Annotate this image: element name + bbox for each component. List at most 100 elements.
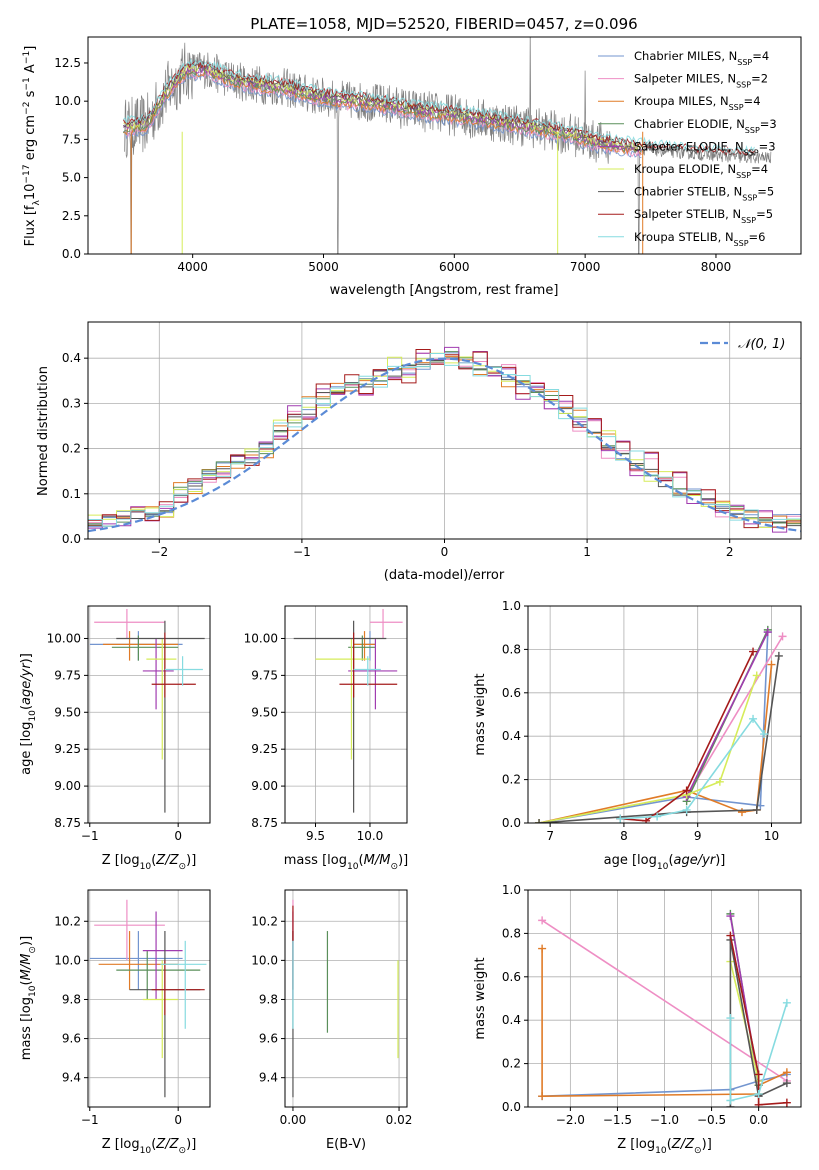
plot-area bbox=[88, 322, 801, 539]
x-tick-label: 6000 bbox=[439, 260, 470, 274]
x-tick-label: 7 bbox=[546, 829, 554, 843]
point-marker-salpeter-stelib bbox=[726, 931, 735, 940]
point-marker-chabrier-stelib bbox=[752, 805, 761, 814]
legend-label: 𝒩(0, 1) bbox=[738, 337, 785, 352]
y-tick-label: 1.0 bbox=[502, 599, 521, 613]
y-tick-label: 10.0 bbox=[54, 94, 81, 108]
x-tick-label: 0.02 bbox=[386, 1113, 413, 1127]
legend-label: Chabrier MILES, NSSP=4 bbox=[634, 49, 769, 67]
legend-label: Chabrier ELODIE, NSSP=3 bbox=[634, 117, 777, 135]
legend-label: Salpeter ELODIE, NSSP=3 bbox=[634, 139, 776, 157]
series-line-salpeter-stelib bbox=[729, 935, 787, 1106]
y-tick-label: 0.8 bbox=[502, 926, 521, 940]
mass-weight-vs-Z-panel: −2.0 −1.5 −1.0 −0.5 0.0 0.0 0.2 0.4 0.6 0.8 1.0 bbox=[502, 883, 802, 1127]
y-tick-label: 9.8 bbox=[62, 992, 81, 1006]
point-marker-kroupa-miles bbox=[782, 1068, 791, 1077]
legend-label: Chabrier STELIB, NSSP=5 bbox=[634, 185, 774, 203]
y-tick-label: 1.0 bbox=[502, 883, 521, 897]
y-tick-label: 9.75 bbox=[54, 668, 81, 682]
y-axis-label: Flux [fλ10−17 erg cm−2 s−1 A−1] bbox=[22, 46, 42, 247]
x-axis-label: Z [log10(Z/Z⊙)] bbox=[617, 1137, 712, 1156]
y-tick-label: 10.00 bbox=[244, 631, 278, 645]
y-tick-label: 0.0 bbox=[62, 247, 81, 261]
point-marker-kroupa-miles bbox=[538, 1092, 547, 1101]
y-tick-label: 0.4 bbox=[502, 729, 521, 743]
spectrum-panel: Chabrier MILES, NSSP=4 Salpeter MILES, NS… bbox=[54, 36, 802, 274]
y-axis-label: mass weight bbox=[473, 957, 488, 1039]
y-tick-label: 9.00 bbox=[251, 779, 278, 793]
point-marker-salpeter-stelib bbox=[754, 1070, 763, 1079]
x-tick-label: 0 bbox=[174, 829, 182, 843]
y-axis-label: age [log10(age/yr)] bbox=[19, 653, 38, 775]
y-tick-label: 0.6 bbox=[502, 970, 521, 984]
y-tick-label: 2.5 bbox=[62, 209, 81, 223]
axes-frame bbox=[527, 605, 802, 824]
y-tick-label: 9.4 bbox=[259, 1071, 278, 1085]
y-tick-label: 10.2 bbox=[54, 914, 81, 928]
plot-area bbox=[285, 606, 407, 823]
y-tick-label: 9.75 bbox=[251, 668, 278, 682]
y-tick-label: 0.8 bbox=[502, 642, 521, 656]
y-tick-label: 0.2 bbox=[62, 442, 81, 456]
point-marker-kroupa-stelib bbox=[726, 1096, 735, 1105]
y-tick-label: 12.5 bbox=[54, 56, 81, 70]
point-marker-kroupa-elodie bbox=[752, 671, 761, 680]
point-marker-kroupa-stelib bbox=[726, 1014, 735, 1023]
x-tick-label: 8 bbox=[620, 829, 628, 843]
residual-panel: 𝒩(0, 1) −2 −1 0 1 2 0.0 0.1 0.2 0.3 0.4 bbox=[62, 321, 802, 559]
point-marker-salpeter-elodie bbox=[726, 912, 735, 921]
y-tick-label: 9.4 bbox=[62, 1071, 81, 1085]
point-marker-kroupa-elodie bbox=[715, 777, 724, 786]
y-tick-label: 0.6 bbox=[502, 686, 521, 700]
point-marker-chabrier-stelib bbox=[782, 1079, 791, 1088]
point-marker-salpeter-stelib bbox=[682, 786, 691, 795]
point-marker-salpeter-elodie bbox=[763, 628, 772, 637]
model-spectrum-kroupa-stelib bbox=[122, 58, 755, 155]
y-tick-label: 9.8 bbox=[259, 992, 278, 1006]
model-spectrum-salpeter-stelib bbox=[122, 59, 755, 156]
point-marker-kroupa-miles bbox=[538, 944, 547, 953]
figure-title: PLATE=1058, MJD=52520, FIBERID=0457, z=0… bbox=[250, 15, 637, 33]
y-tick-label: 9.6 bbox=[62, 1032, 81, 1046]
x-tick-label: 9.5 bbox=[306, 829, 325, 843]
x-tick-label: 0 bbox=[174, 1113, 182, 1127]
y-tick-label: 0.0 bbox=[502, 1100, 521, 1114]
x-tick-label: −1 bbox=[293, 545, 311, 559]
series-line-salpeter-miles bbox=[685, 635, 784, 798]
age-vs-Z-panel: −1 0 8.75 9.00 9.25 9.50 9.75 10.00 bbox=[47, 605, 211, 843]
x-tick-label: −1 bbox=[81, 829, 99, 843]
legend-label: Kroupa STELIB, NSSP=6 bbox=[634, 230, 766, 248]
x-tick-label: 2 bbox=[726, 545, 734, 559]
y-tick-label: 0.3 bbox=[62, 396, 81, 410]
x-tick-label: 5000 bbox=[308, 260, 339, 274]
axes-frame bbox=[87, 36, 802, 255]
series-line-salpeter-elodie bbox=[685, 631, 769, 798]
x-axis-label: E(B-V) bbox=[326, 1137, 366, 1152]
y-tick-label: 9.50 bbox=[251, 705, 278, 719]
x-tick-label: 8000 bbox=[701, 260, 732, 274]
mass-vs-Z-panel: −1 0 9.4 9.6 9.8 10.0 10.2 bbox=[54, 889, 211, 1127]
age-vs-mass-panel: 9.5 10.0 8.75 9.00 9.25 9.50 9.75 10.00 bbox=[244, 605, 408, 843]
y-axis-label: mass [log10(M/M⊙)] bbox=[19, 936, 38, 1060]
series-line-salpeter-miles bbox=[541, 919, 788, 1082]
y-tick-label: 5.0 bbox=[62, 171, 81, 185]
y-axis-label: Normed distribution bbox=[36, 366, 51, 496]
plot-area bbox=[285, 890, 407, 1107]
legend-label: Salpeter MILES, NSSP=2 bbox=[634, 72, 768, 90]
mass-vs-EBV-panel: 0.00 0.02 9.4 9.6 9.8 10.0 10.2 bbox=[251, 889, 413, 1127]
point-marker-chabrier-stelib bbox=[535, 819, 544, 823]
point-marker-kroupa-stelib bbox=[760, 730, 769, 739]
y-tick-label: 9.6 bbox=[259, 1032, 278, 1046]
axes-frame bbox=[284, 889, 408, 1108]
x-tick-label: 0 bbox=[441, 545, 449, 559]
x-axis-label: Z [log10(Z/Z⊙)] bbox=[102, 1137, 197, 1156]
x-tick-label: 10 bbox=[764, 829, 779, 843]
x-tick-label: 0.0 bbox=[749, 1113, 768, 1127]
x-axis-label: age [log10(age/yr)] bbox=[604, 853, 726, 872]
point-marker-kroupa-stelib bbox=[749, 714, 758, 723]
x-axis-label: wavelength [Angstrom, rest frame] bbox=[330, 283, 559, 298]
x-tick-label: −2.0 bbox=[556, 1113, 585, 1127]
series-line-kroupa-stelib bbox=[729, 1002, 788, 1102]
point-marker-salpeter-stelib bbox=[642, 816, 651, 823]
